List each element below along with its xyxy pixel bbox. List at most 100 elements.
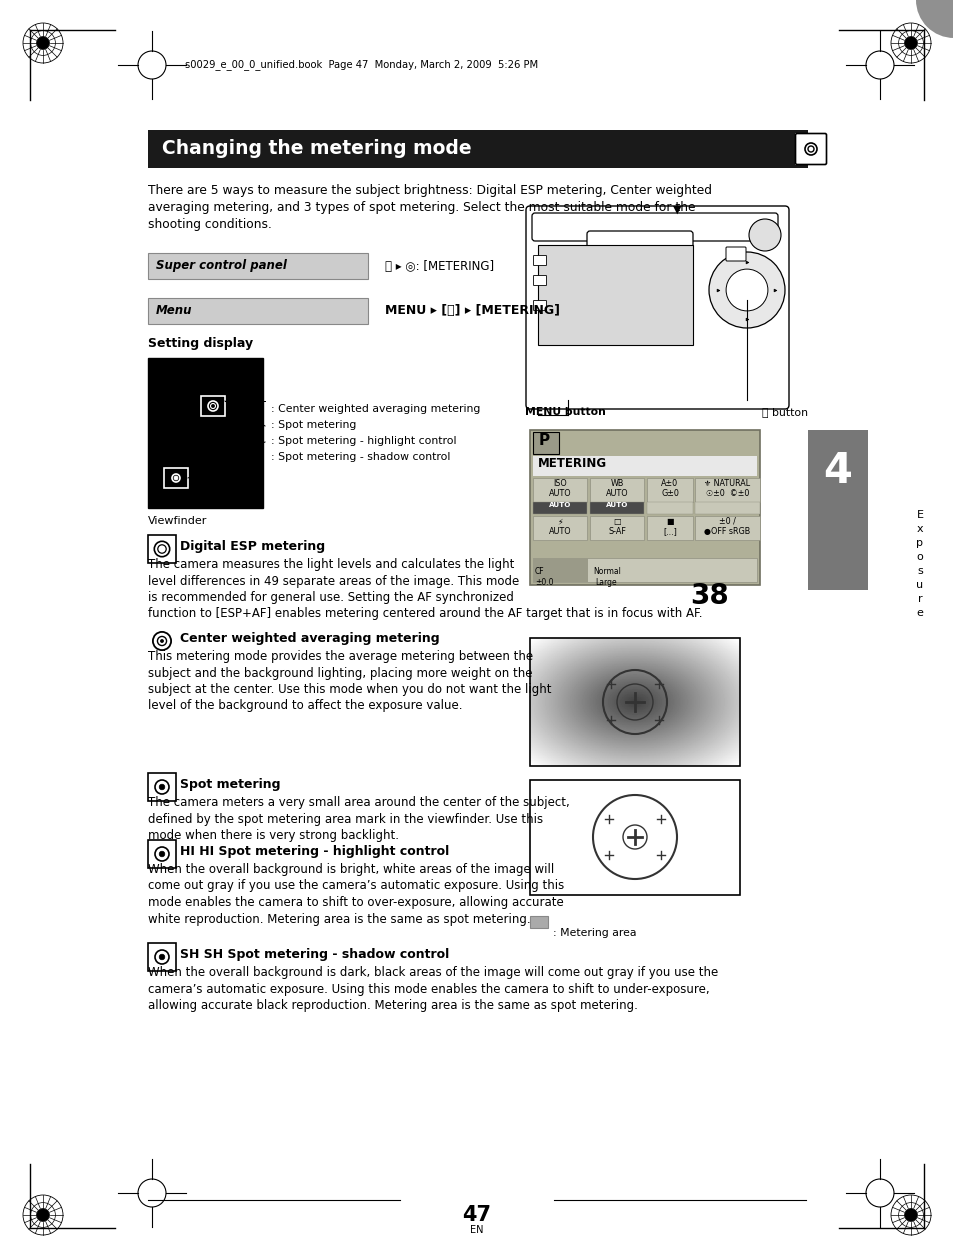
Circle shape bbox=[36, 36, 50, 49]
Text: s0029_e_00_0_unified.book  Page 47  Monday, March 2, 2009  5:26 PM: s0029_e_00_0_unified.book Page 47 Monday… bbox=[185, 59, 537, 70]
Text: WB
AUTO: WB AUTO bbox=[605, 479, 628, 498]
FancyBboxPatch shape bbox=[533, 255, 546, 265]
Bar bbox=[148, 535, 175, 564]
Text: r: r bbox=[917, 594, 922, 604]
Bar bbox=[807, 430, 867, 590]
Bar bbox=[533, 478, 586, 502]
Text: A±0
G±0: A±0 G±0 bbox=[660, 479, 679, 498]
Bar bbox=[148, 359, 263, 508]
Text: ■
[...]: ■ [...] bbox=[662, 517, 677, 536]
Text: Ⓞ ▸ ◎: [METERING]: Ⓞ ▸ ◎: [METERING] bbox=[385, 259, 494, 273]
Text: ⚡
AUTO: ⚡ AUTO bbox=[548, 517, 571, 536]
Text: : Spot metering - highlight control: : Spot metering - highlight control bbox=[271, 437, 456, 447]
Text: Changing the metering mode: Changing the metering mode bbox=[162, 140, 471, 159]
Text: Ⓞ button: Ⓞ button bbox=[761, 408, 807, 416]
Bar bbox=[148, 130, 807, 169]
Bar bbox=[533, 559, 587, 582]
Text: MENU button: MENU button bbox=[524, 408, 605, 416]
Text: The camera measures the light levels and calculates the light
level differences : The camera measures the light levels and… bbox=[148, 559, 701, 620]
Circle shape bbox=[159, 852, 165, 857]
Text: Large: Large bbox=[595, 577, 616, 587]
Text: u: u bbox=[916, 580, 923, 590]
Text: MENU ▸ [⓹] ▸ [METERING]: MENU ▸ [⓹] ▸ [METERING] bbox=[385, 304, 559, 317]
Text: e: e bbox=[916, 608, 923, 618]
Text: Digital ESP metering: Digital ESP metering bbox=[180, 540, 325, 554]
Circle shape bbox=[903, 36, 917, 49]
Bar bbox=[533, 431, 558, 454]
Circle shape bbox=[159, 784, 165, 790]
Bar bbox=[646, 502, 692, 515]
Text: ISO
AUTO: ISO AUTO bbox=[548, 479, 571, 498]
Bar bbox=[530, 430, 760, 585]
Text: p: p bbox=[916, 538, 923, 548]
Text: ⚜ NATURAL
☉±0  ©±0: ⚜ NATURAL ☉±0 ©±0 bbox=[703, 479, 750, 498]
Text: 38: 38 bbox=[689, 582, 728, 610]
Text: AUTO: AUTO bbox=[548, 502, 571, 508]
Bar bbox=[615, 260, 664, 270]
Bar bbox=[164, 468, 188, 488]
Text: The camera meters a very small area around the center of the subject,
defined by: The camera meters a very small area arou… bbox=[148, 796, 569, 842]
Bar bbox=[589, 478, 643, 502]
Text: Setting display: Setting display bbox=[148, 337, 253, 350]
Circle shape bbox=[708, 252, 784, 328]
Bar bbox=[695, 478, 760, 502]
Text: : Spot metering: : Spot metering bbox=[271, 420, 356, 430]
Text: There are 5 ways to measure the subject brightness: Digital ESP metering, Center: There are 5 ways to measure the subject … bbox=[148, 184, 711, 231]
FancyBboxPatch shape bbox=[795, 133, 825, 165]
Text: AUTO: AUTO bbox=[605, 502, 627, 508]
Bar bbox=[530, 638, 740, 766]
Text: : Spot metering - shadow control: : Spot metering - shadow control bbox=[271, 452, 450, 462]
Bar bbox=[530, 780, 740, 894]
Bar bbox=[537, 245, 692, 345]
FancyBboxPatch shape bbox=[533, 276, 546, 286]
Bar bbox=[533, 455, 757, 476]
FancyBboxPatch shape bbox=[533, 301, 546, 311]
Text: E: E bbox=[916, 509, 923, 520]
Text: METERING: METERING bbox=[537, 457, 606, 470]
Text: Menu: Menu bbox=[156, 304, 193, 317]
FancyBboxPatch shape bbox=[725, 247, 745, 260]
Text: ±0 /
●OFF sRGB: ±0 / ●OFF sRGB bbox=[703, 517, 750, 536]
Bar bbox=[589, 502, 643, 515]
FancyBboxPatch shape bbox=[586, 231, 692, 260]
Bar bbox=[533, 516, 586, 540]
FancyBboxPatch shape bbox=[532, 213, 778, 242]
Circle shape bbox=[748, 219, 781, 252]
Text: 47: 47 bbox=[462, 1205, 491, 1225]
Text: o: o bbox=[916, 552, 923, 562]
Text: ▼: ▼ bbox=[672, 205, 680, 215]
Text: SH SH Spot metering - shadow control: SH SH Spot metering - shadow control bbox=[180, 949, 449, 961]
Text: Normal: Normal bbox=[593, 567, 620, 576]
Bar bbox=[646, 516, 692, 540]
Text: Center weighted averaging metering: Center weighted averaging metering bbox=[180, 632, 439, 645]
Wedge shape bbox=[915, 0, 953, 38]
Text: CF: CF bbox=[535, 567, 544, 576]
Bar bbox=[794, 133, 826, 165]
Bar bbox=[148, 298, 368, 325]
Bar bbox=[148, 253, 368, 279]
Bar bbox=[589, 516, 643, 540]
Circle shape bbox=[903, 1209, 917, 1222]
Text: □
S-AF: □ S-AF bbox=[607, 517, 625, 536]
Text: Viewfinder: Viewfinder bbox=[148, 516, 207, 526]
Bar bbox=[530, 916, 547, 928]
Text: s: s bbox=[916, 566, 922, 576]
Text: 4: 4 bbox=[822, 450, 852, 492]
Text: HI HI Spot metering - highlight control: HI HI Spot metering - highlight control bbox=[180, 845, 449, 858]
Bar bbox=[148, 840, 175, 868]
Bar bbox=[695, 502, 760, 515]
Text: : Metering area: : Metering area bbox=[553, 928, 636, 938]
Bar bbox=[201, 396, 225, 416]
Text: P: P bbox=[538, 433, 550, 448]
Circle shape bbox=[159, 955, 165, 960]
Text: Spot metering: Spot metering bbox=[180, 777, 280, 791]
Bar bbox=[533, 502, 586, 515]
Circle shape bbox=[725, 269, 767, 311]
Text: When the overall background is dark, black areas of the image will come out gray: When the overall background is dark, bla… bbox=[148, 966, 718, 1011]
Text: Super control panel: Super control panel bbox=[156, 259, 287, 273]
Text: EN: EN bbox=[470, 1225, 483, 1235]
Bar bbox=[533, 559, 757, 582]
Text: When the overall background is bright, white areas of the image will
come out gr: When the overall background is bright, w… bbox=[148, 863, 563, 926]
Circle shape bbox=[36, 1209, 50, 1222]
Text: x: x bbox=[916, 525, 923, 533]
